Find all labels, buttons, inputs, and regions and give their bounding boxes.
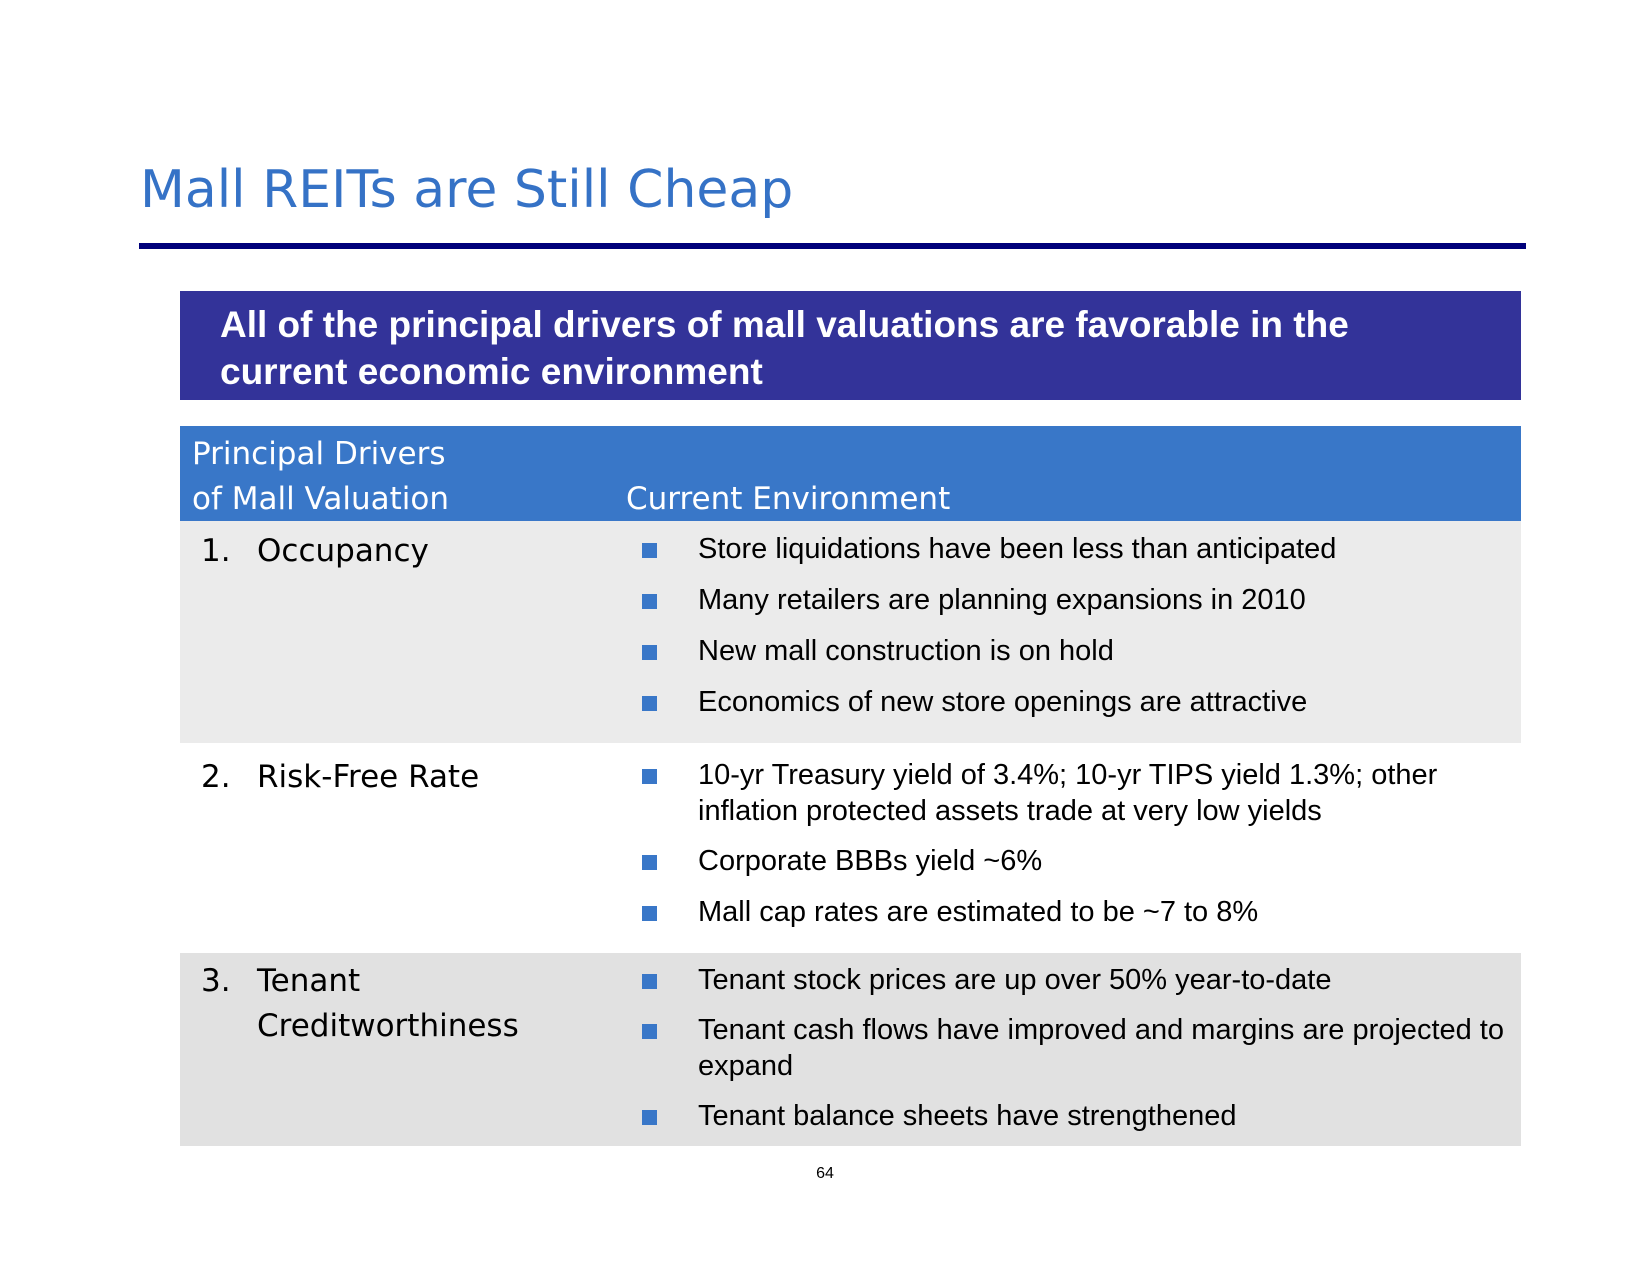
slide-title: Mall REITs are Still Cheap [140, 160, 794, 220]
bullet-text: Many retailers are planning expansions i… [698, 584, 1306, 616]
bullet-item: Many retailers are planning expansions i… [642, 582, 1512, 618]
square-bullet-icon [642, 769, 657, 784]
bullet-text: Economics of new store openings are attr… [698, 686, 1308, 718]
driver-number: 2. [201, 759, 231, 795]
bullet-text: Corporate BBBs yield ~6% [698, 845, 1043, 877]
header-drivers-line2: of Mall Valuation [192, 481, 449, 517]
bullet-item: Tenant balance sheets have strengthened [642, 1098, 1512, 1134]
table-row-occupancy: 1. Occupancy Store liquidations have bee… [180, 521, 1521, 743]
driver-name-line2: Creditworthiness [257, 1008, 519, 1044]
driver-name: Tenant [257, 963, 361, 999]
bullet-list: 10-yr Treasury yield of 3.4%; 10-yr TIPS… [642, 757, 1512, 930]
bullet-item: New mall construction is on hold [642, 633, 1512, 669]
page-number: 64 [816, 1165, 834, 1182]
bullet-item: Store liquidations have been less than a… [642, 531, 1512, 567]
square-bullet-icon [642, 594, 657, 609]
title-divider [139, 243, 1526, 249]
bullet-item: Economics of new store openings are attr… [642, 684, 1512, 720]
square-bullet-icon [642, 855, 657, 870]
driver-number: 1. [201, 533, 231, 569]
bullet-text: Store liquidations have been less than a… [698, 533, 1337, 565]
square-bullet-icon [642, 645, 657, 660]
bullet-text: New mall construction is on hold [698, 635, 1114, 667]
bullet-text: 10-yr Treasury yield of 3.4%; 10-yr TIPS… [698, 759, 1438, 827]
bullet-text: Mall cap rates are estimated to be ~7 to… [698, 896, 1259, 928]
header-drivers-line1: Principal Drivers [192, 436, 446, 472]
driver-number: 3. [201, 963, 231, 999]
bullet-item: Mall cap rates are estimated to be ~7 to… [642, 894, 1512, 930]
table-row-tenant-creditworthiness: 3. Tenant Creditworthiness Tenant stock … [180, 953, 1521, 1146]
square-bullet-icon [642, 1110, 657, 1125]
table-row-risk-free-rate: 2. Risk-Free Rate 10-yr Treasury yield o… [180, 743, 1521, 953]
bullet-text: Tenant cash flows have improved and marg… [698, 1014, 1504, 1082]
driver-name: Risk-Free Rate [257, 759, 480, 795]
driver-name: Occupancy [257, 533, 429, 569]
square-bullet-icon [642, 1024, 657, 1039]
square-bullet-icon [642, 696, 657, 711]
table-header: Principal Drivers of Mall Valuation Curr… [180, 426, 1521, 521]
summary-banner: All of the principal drivers of mall val… [180, 291, 1521, 400]
square-bullet-icon [642, 543, 657, 558]
bullet-list: Tenant stock prices are up over 50% year… [642, 962, 1512, 1134]
bullet-text: Tenant balance sheets have strengthened [698, 1100, 1237, 1132]
bullet-item: 10-yr Treasury yield of 3.4%; 10-yr TIPS… [642, 757, 1512, 829]
square-bullet-icon [642, 974, 657, 989]
square-bullet-icon [642, 906, 657, 921]
bullet-text: Tenant stock prices are up over 50% year… [698, 964, 1332, 996]
drivers-table: Principal Drivers of Mall Valuation Curr… [180, 426, 1521, 1146]
header-current-environment: Current Environment [626, 481, 951, 517]
bullet-item: Corporate BBBs yield ~6% [642, 843, 1512, 879]
bullet-list: Store liquidations have been less than a… [642, 531, 1512, 720]
bullet-item: Tenant stock prices are up over 50% year… [642, 962, 1512, 998]
bullet-item: Tenant cash flows have improved and marg… [642, 1012, 1512, 1084]
